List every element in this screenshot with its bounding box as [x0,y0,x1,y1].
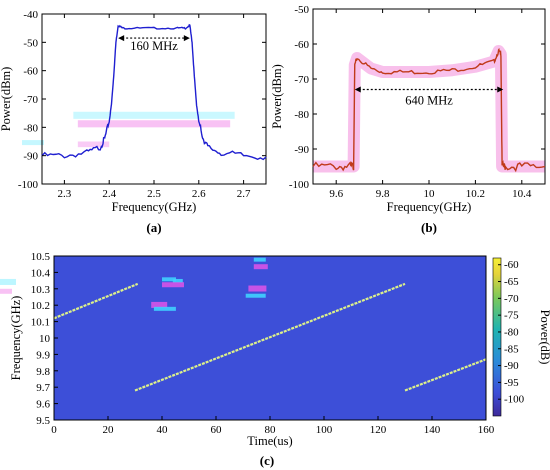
chirp-line [53,282,139,320]
x-tick-label: 160 [478,424,495,436]
x-tick-label: 2.6 [192,188,206,200]
panel-caption: (c) [260,453,274,468]
x-tick-label: 120 [370,424,387,436]
artifact-pink-band [77,120,231,128]
y-tick-label: -90 [294,144,309,156]
artifact-cyan-left [22,140,44,146]
x-tick-label: 2.5 [147,188,161,200]
series-line [312,47,546,173]
x-tick-label: 100 [316,424,333,436]
x-tick-label: 40 [157,424,169,436]
y-tick-label: -60 [23,66,38,78]
y-axis-label: Power(dBm) [270,64,284,129]
noise-band [313,45,545,173]
colorbar-tick-label: -60 [504,259,519,271]
y-tick-label: 9.6 [36,399,50,411]
x-tick-label: 60 [211,424,223,436]
artifact-patch [245,293,266,298]
y-tick-label: -80 [23,122,38,134]
colorbar-tick-label: -95 [504,377,519,389]
colorbar-tick-label: -65 [504,276,519,288]
artifact-patch [153,306,176,311]
y-axis-label: Frequency(GHz) [9,296,23,381]
colorbar-tick-label: -80 [504,326,519,338]
x-tick-label: 140 [424,424,441,436]
x-tick-label: 2.7 [237,188,251,200]
x-tick-label: 10 [424,188,436,200]
y-tick-label: -90 [23,151,38,163]
annotation-arrow-head-right [497,86,504,93]
x-axis-label: Time(us) [247,434,292,448]
y-tick-label: 9.8 [36,366,50,378]
x-tick-label: 9.6 [329,188,343,200]
x-tick-label: 20 [103,424,115,436]
annotation-label: 160 MHz [130,39,178,53]
y-tick-label: -50 [23,37,38,49]
panel-b: 9.6 9.8 10 10.2 10.4 -100 -90 -80 -70 -60 -50 640 M… [270,4,546,235]
artifact-edge [0,288,12,294]
artifact-edge [0,278,16,285]
x-tick-label: 2.4 [102,188,116,200]
y-tick-label: 10.4 [31,267,51,279]
artifact-pink-left [77,141,110,148]
artifact-patch [162,282,184,288]
x-tick-label: 0 [51,424,57,436]
x-tick-label: 10.4 [512,188,532,200]
y-tick-label: 9.5 [36,415,50,427]
panel-c: 0 20 40 60 80 100 120 140 160 9.5 9.6 9.7 9.8 9.9 10 10… [0,251,550,468]
y-axis-label: Power(dBm) [0,67,13,132]
y-tick-label: -50 [294,4,309,16]
annotation-arrow-head-left [354,86,361,93]
y-tick-label: 10.3 [31,284,51,296]
x-tick-label: 9.8 [376,188,390,200]
artifact-patch [172,278,183,283]
colorbar-label: Power(dB) [538,310,550,365]
panel-caption: (a) [146,220,161,235]
y-tick-label: -80 [294,109,309,121]
series-line [41,23,267,161]
panel-caption: (b) [421,220,437,235]
colorbar-tick-label: -85 [504,343,519,355]
y-tick-label: -40 [23,9,38,21]
y-tick-label: 10.1 [31,317,50,329]
y-tick-label: 9.7 [36,382,50,394]
y-tick-label: 10 [39,333,51,345]
y-tick-label: 10.5 [31,251,51,263]
x-axis-label: Frequency(GHz) [112,200,197,214]
annotation-arrow-head-left [118,35,125,42]
colorbar-tick-label: -75 [504,310,519,322]
artifact-patch [162,277,176,282]
artifact-patch [151,301,168,308]
colorbar-tick-label: -100 [504,394,525,406]
y-tick-label: 10.2 [31,300,50,312]
chirp-line [404,358,487,392]
artifact-cyan-band [73,111,235,119]
x-axis-label: Frequency(GHz) [387,200,472,214]
panel-a: 2.3 2.4 2.5 2.6 2.7 -100 -90 -80 -70 -60 -50 -40 160… [0,9,267,235]
y-tick-label: -70 [23,94,38,106]
x-tick-label: 80 [265,424,277,436]
artifact-patch [253,257,266,262]
colorbar-tick-label: -70 [504,293,519,305]
x-tick-label: 10.2 [466,188,485,200]
artifact-patch [248,285,267,292]
y-tick-label: -70 [294,74,309,86]
y-tick-label: -100 [18,179,39,191]
y-tick-label: -60 [294,39,309,51]
y-tick-label: -100 [289,179,310,191]
x-tick-label: 2.3 [58,188,72,200]
artifact-patch [253,264,268,270]
y-tick-label: 9.9 [36,349,50,361]
colorbar-tick-label: -90 [504,360,519,372]
annotation-label: 640 MHz [405,94,453,108]
colorbar [492,257,502,417]
annotation-arrow-head-right [183,35,190,42]
chirp-line [134,282,406,392]
